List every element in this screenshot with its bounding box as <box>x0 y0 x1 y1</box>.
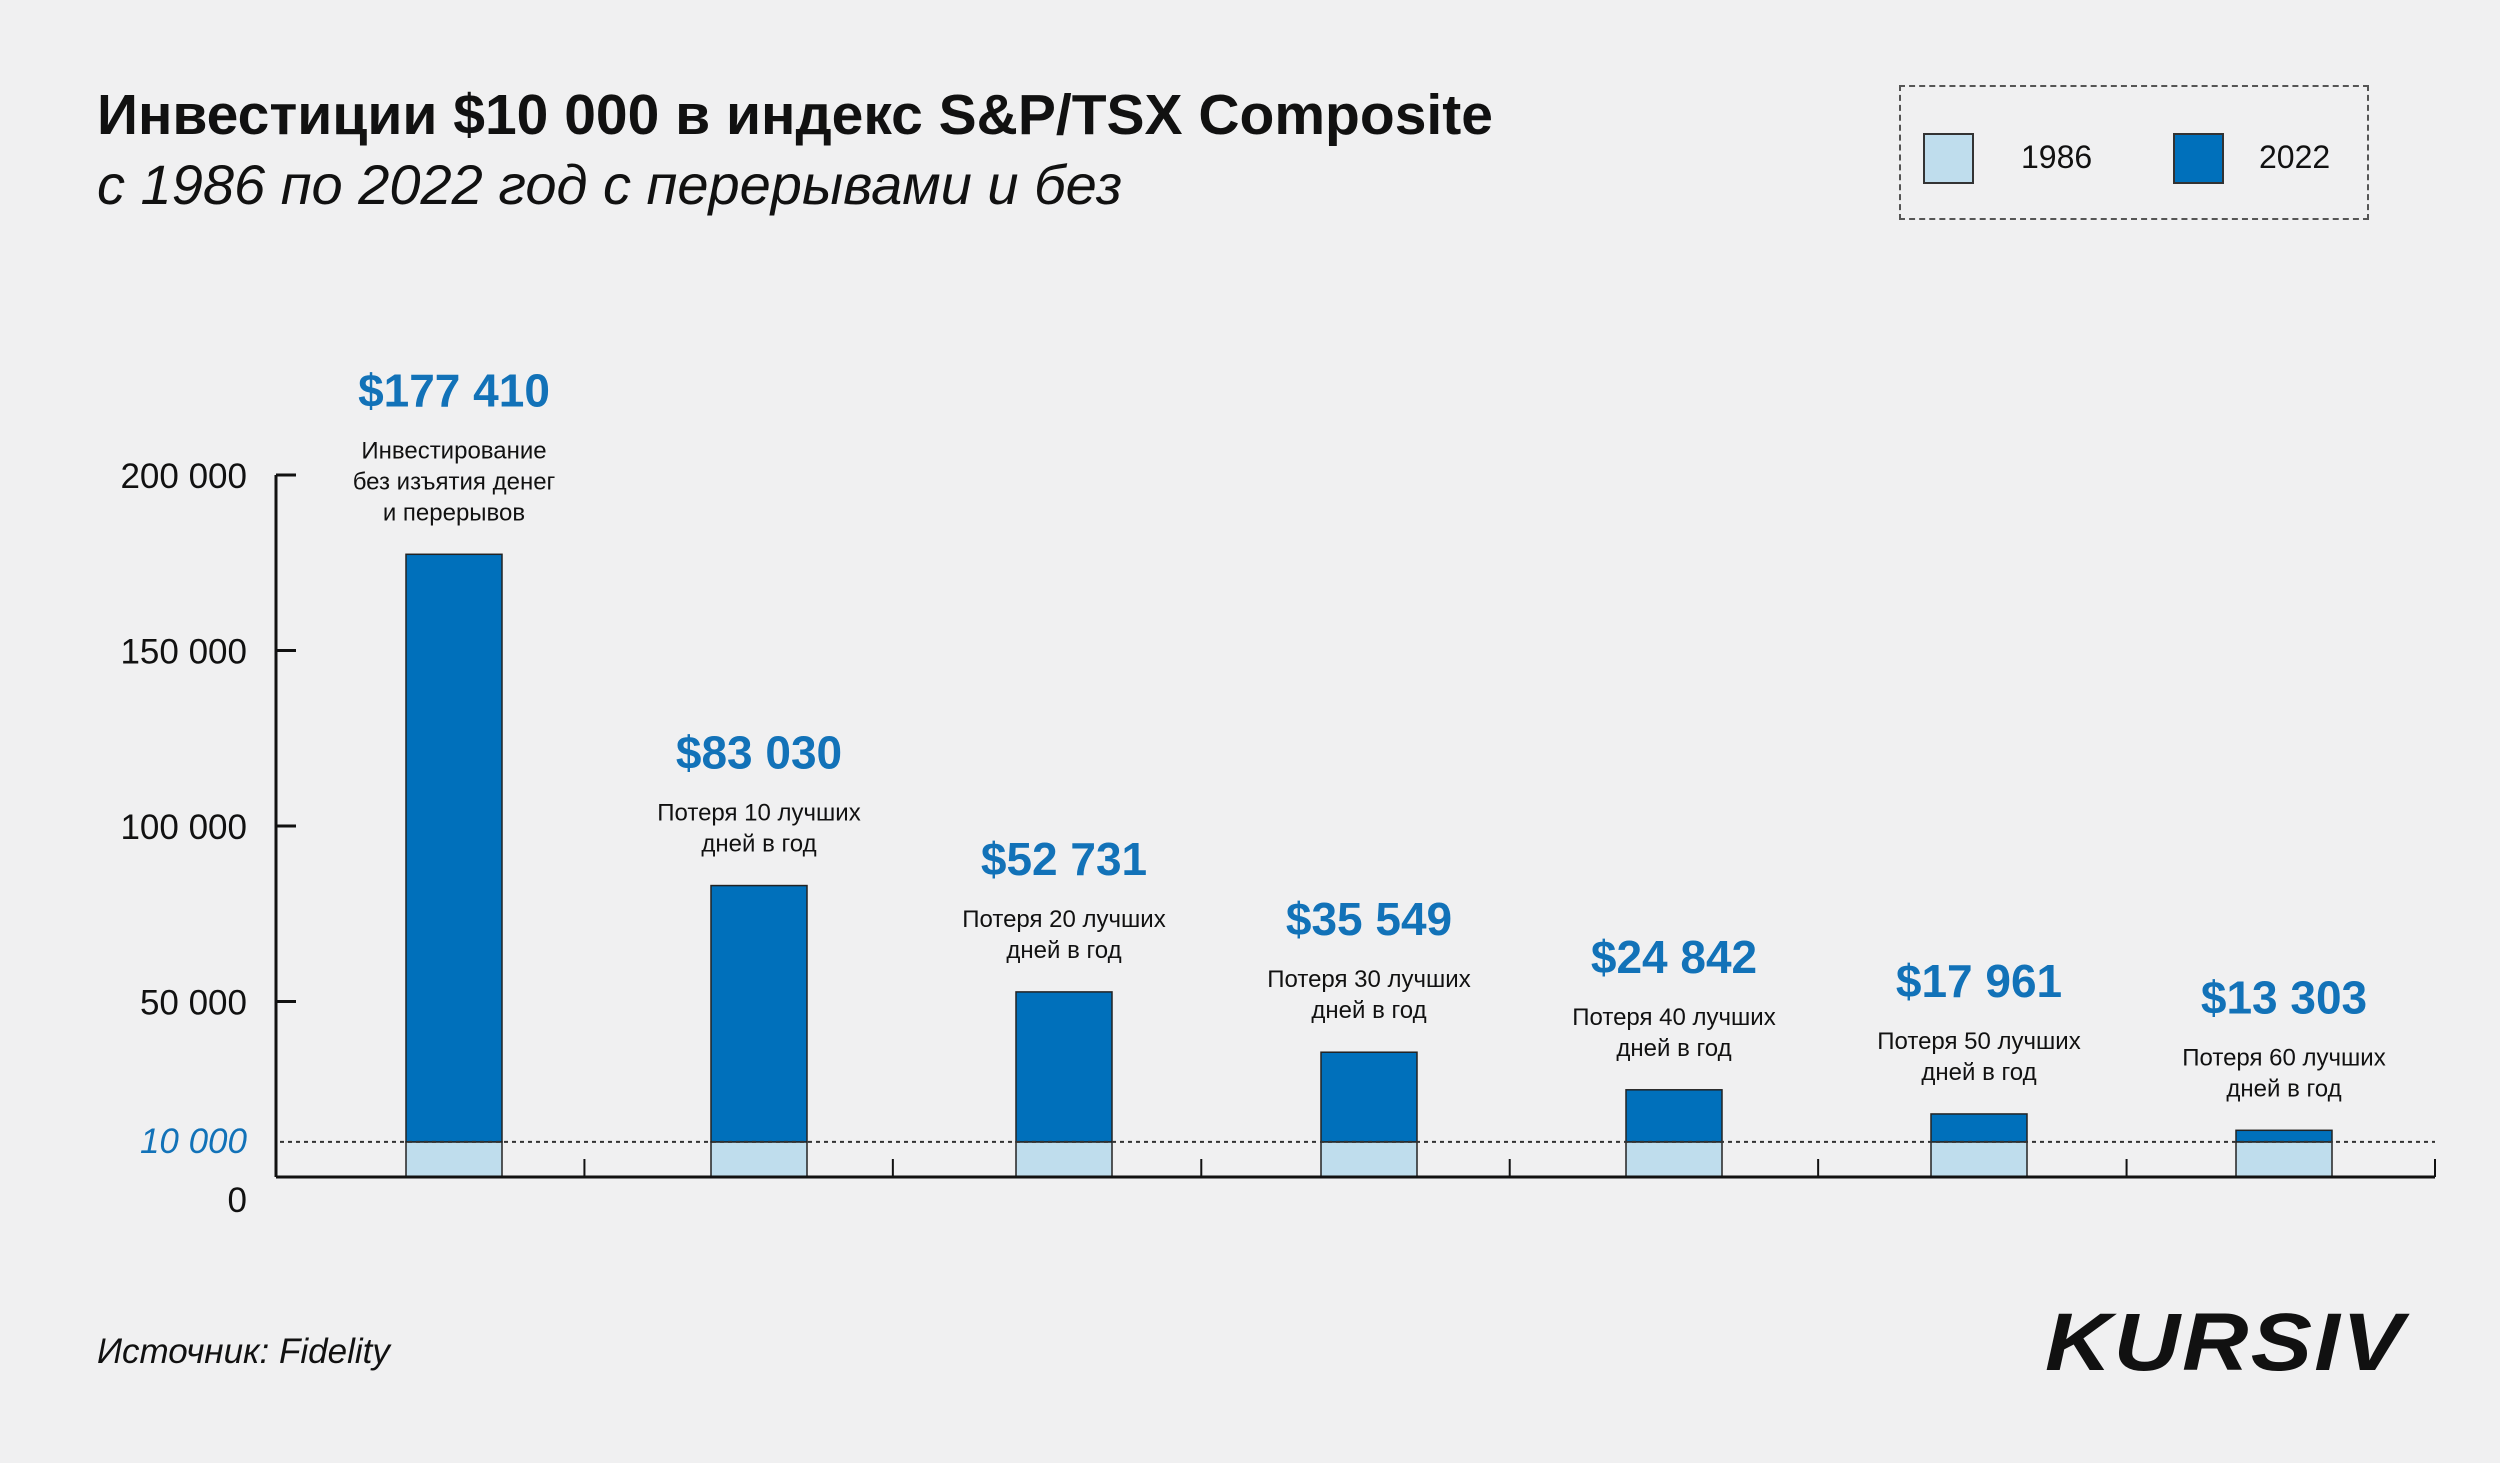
category-label: Потеря 40 лучших <box>1572 1004 1775 1031</box>
category-label: без изъятия денег <box>353 468 556 495</box>
bar-2022 <box>1015 991 1113 1143</box>
bar-2022 <box>405 553 503 1143</box>
bar-1986 <box>1320 1141 1418 1178</box>
bar-2022 <box>1320 1051 1418 1143</box>
category-label: дней в год <box>1311 997 1426 1024</box>
bar-2022 <box>1930 1113 2028 1143</box>
value-label: $52 731 <box>981 833 1147 885</box>
category-label: Потеря 10 лучших <box>657 800 860 827</box>
category-label: и перерывов <box>383 499 525 526</box>
legend-label-2022: 2022 <box>2259 139 2331 175</box>
reference-line-label: 10 000 <box>140 1122 248 1161</box>
category-label: Потеря 60 лучших <box>2182 1044 2385 1071</box>
y-tick-label: 150 000 <box>120 633 247 672</box>
y-tick-label: 50 000 <box>140 984 247 1023</box>
legend-label-1986: 1986 <box>2021 139 2093 175</box>
chart-title: Инвестиции $10 000 в индекс S&P/TSX Comp… <box>97 83 1493 147</box>
category-label: дней в год <box>1616 1035 1731 1062</box>
bar-2022 <box>2235 1129 2333 1143</box>
bar-2022 <box>1625 1089 1723 1143</box>
legend: 1986 2022 <box>1899 85 2369 220</box>
kursiv-logo: KURSIV <box>2045 1297 2406 1388</box>
value-label: $17 961 <box>1896 955 2062 1007</box>
bar-2022 <box>710 884 808 1143</box>
y-tick-label: 0 <box>228 1181 247 1220</box>
category-label: дней в год <box>2226 1075 2341 1102</box>
value-label: $35 549 <box>1286 893 1452 945</box>
bar-1986 <box>2235 1141 2333 1178</box>
category-label: Инвестирование <box>361 437 546 464</box>
category-label: дней в год <box>1006 937 1121 964</box>
bar-1986 <box>405 1141 503 1178</box>
bar-1986 <box>710 1141 808 1178</box>
bar-1986 <box>1625 1141 1723 1178</box>
y-tick-label: 200 000 <box>120 457 247 496</box>
category-label: Потеря 50 лучших <box>1877 1028 2080 1055</box>
bar-1986 <box>1015 1141 1113 1178</box>
chart-subtitle: с 1986 по 2022 год с перерывами и без <box>97 153 1123 216</box>
legend-swatch-2022 <box>2173 133 2224 184</box>
category-label: Потеря 30 лучших <box>1267 966 1470 993</box>
value-label: $13 303 <box>2201 971 2367 1023</box>
category-label: Потеря 20 лучших <box>962 906 1165 933</box>
bar-1986 <box>1930 1141 2028 1178</box>
value-label: $177 410 <box>358 364 550 416</box>
legend-swatch-1986 <box>1923 133 1974 184</box>
source-note: Источник: Fidelity <box>97 1332 390 1371</box>
category-label: дней в год <box>1921 1059 2036 1086</box>
category-label: дней в год <box>701 831 816 858</box>
y-tick-label: 100 000 <box>120 808 247 847</box>
value-label: $83 030 <box>676 727 842 779</box>
value-label: $24 842 <box>1591 931 1757 983</box>
